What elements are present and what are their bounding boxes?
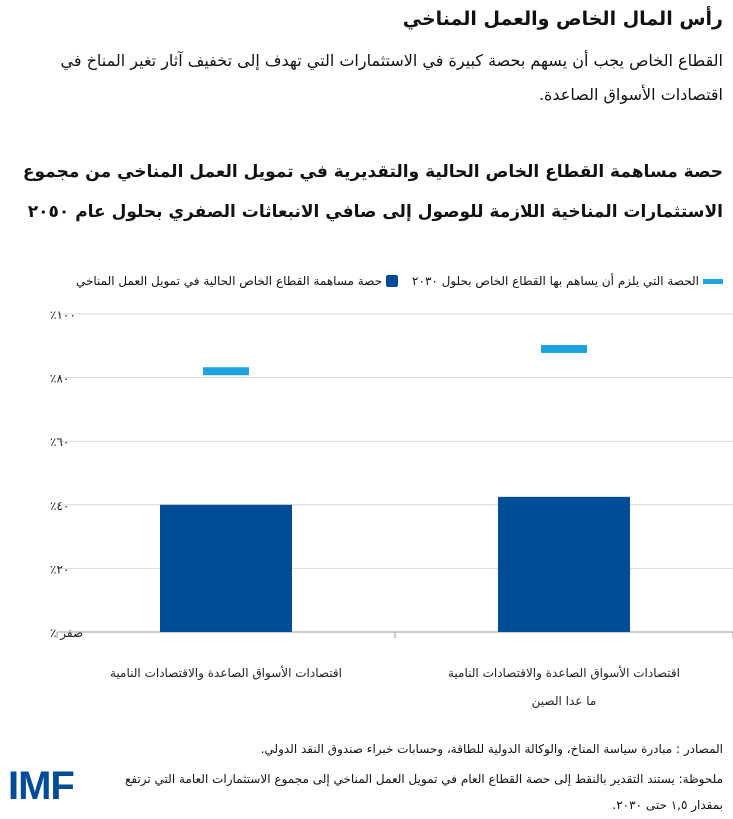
y-tick-label: ١٠٠٪ [50,308,76,322]
legend-dash-icon [703,278,723,284]
legend-item-2030: الحصة التي يلزم أن يساهم بها القطاع الخا… [412,274,723,288]
x-tick-label: ما عدا الصين [532,694,597,709]
note: ملحوظة: يستند التقدير بالنقط إلى حصة الق… [124,772,723,812]
y-tick-label: ٨٠٪ [50,372,69,386]
legend-label: حصة مساهمة القطاع الخاص الحالية في تمويل… [75,274,383,288]
legend-square-icon [386,275,399,287]
y-tick-label: ٢٠٪ [50,562,69,576]
legend-item-current: حصة مساهمة القطاع الخاص الحالية في تمويل… [75,274,399,288]
target-marker [541,344,587,353]
sources: المصادر : مبادرة سياسة المناخ، والوكالة … [260,742,723,756]
bar [498,496,630,632]
bar [160,504,292,632]
y-tick-label: ٤٠٪ [50,499,69,513]
imf-logo: IMF [8,764,75,808]
x-tick-label: اقتصادات الأسواق الصاعدة والاقتصادات الن… [448,665,680,681]
page-subtitle: القطاع الخاص يجب أن يسهم بحصة كبيرة في ا… [60,51,723,104]
chart: صفر ٪ ٢٠٪ ٤٠٪ ٦٠٪ ٨٠٪ ١٠٠٪ اقتصادات الأسواق ال… [50,308,733,709]
y-tick-label: ٦٠٪ [50,435,69,449]
legend-label: الحصة التي يلزم أن يساهم بها القطاع الخا… [412,274,699,288]
y-tick-label: صفر ٪ [50,626,83,641]
x-tick-label: اقتصادات الأسواق الصاعدة والاقتصادات الن… [110,665,342,681]
page-title: رأس المال الخاص والعمل المناخي [402,8,723,30]
chart-title: حصة مساهمة القطاع الخاص الحالية والتقدير… [22,162,723,222]
target-marker [203,367,249,376]
legend: الحصة التي يلزم أن يساهم بها القطاع الخا… [76,274,723,288]
